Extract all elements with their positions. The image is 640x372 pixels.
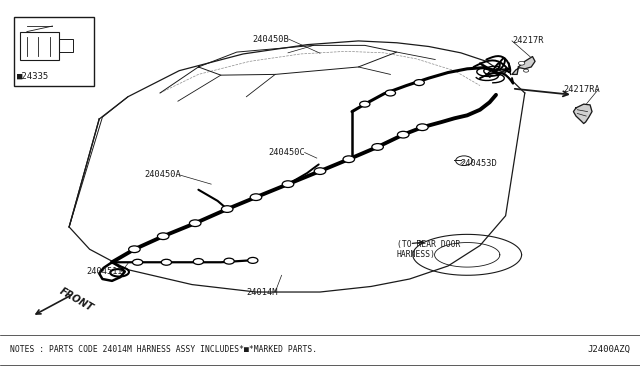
Text: 240450B: 240450B [253, 35, 289, 44]
Circle shape [518, 61, 525, 65]
Circle shape [343, 156, 355, 163]
Text: 24217RA: 24217RA [563, 85, 600, 94]
Circle shape [282, 181, 294, 187]
Circle shape [157, 233, 169, 240]
Circle shape [221, 206, 233, 212]
Circle shape [161, 259, 172, 265]
Circle shape [250, 194, 262, 201]
Text: ■24335: ■24335 [17, 72, 49, 81]
Circle shape [129, 246, 140, 253]
Circle shape [414, 80, 424, 86]
Circle shape [224, 258, 234, 264]
Text: 240451I: 240451I [86, 267, 123, 276]
Text: 24014M: 24014M [246, 288, 278, 296]
Text: 240450A: 240450A [144, 170, 180, 179]
Circle shape [314, 168, 326, 174]
Circle shape [189, 220, 201, 227]
Text: 24217R: 24217R [512, 36, 543, 45]
Circle shape [248, 257, 258, 263]
Polygon shape [573, 104, 592, 124]
Bar [59, 39, 73, 52]
Circle shape [132, 259, 143, 265]
Text: FRONT: FRONT [58, 286, 95, 313]
Text: NOTES : PARTS CODE 24014M HARNESS ASSY INCLUDES*■*MARKED PARTS.: NOTES : PARTS CODE 24014M HARNESS ASSY I… [10, 345, 317, 354]
Circle shape [193, 259, 204, 264]
Text: 240450C: 240450C [269, 148, 305, 157]
Circle shape [397, 131, 409, 138]
Circle shape [360, 101, 370, 107]
Bar [14, 17, 94, 86]
Text: (TO REAR DOOR
HARNESS): (TO REAR DOOR HARNESS) [397, 240, 460, 259]
Circle shape [417, 124, 428, 131]
Circle shape [372, 144, 383, 150]
Text: J2400AZQ: J2400AZQ [588, 345, 630, 354]
Text: 240453D: 240453D [461, 159, 497, 168]
Polygon shape [512, 57, 535, 74]
Circle shape [524, 69, 529, 72]
Circle shape [385, 90, 396, 96]
Bar [20, 32, 59, 60]
